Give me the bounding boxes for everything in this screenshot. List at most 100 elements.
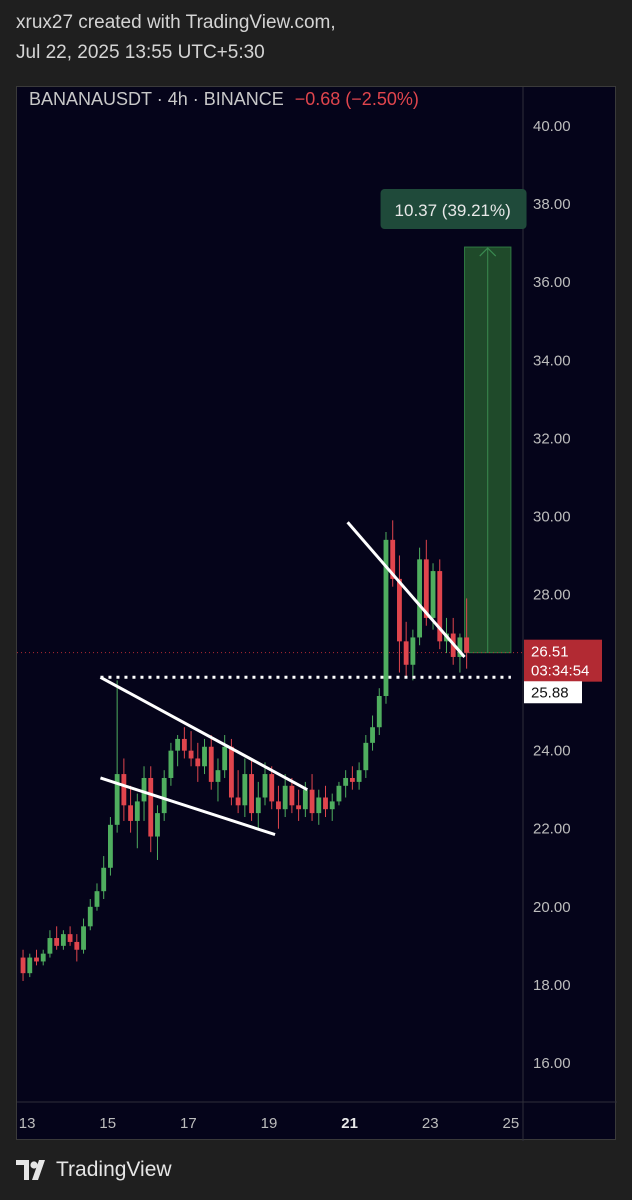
y-tick-label: 16.00 bbox=[533, 1055, 571, 1072]
y-tick-label: 38.00 bbox=[533, 196, 571, 213]
candle-body bbox=[423, 559, 429, 618]
x-tick-label: 19 bbox=[261, 1115, 278, 1132]
change-label: −0.68 (−2.50%) bbox=[294, 89, 419, 109]
y-tick-label: 32.00 bbox=[533, 430, 571, 447]
y-tick-label: 34.00 bbox=[533, 352, 571, 369]
candle-body bbox=[215, 770, 221, 782]
level-label: 25.88 bbox=[531, 684, 569, 701]
symbol-label: BANANAUSDT · 4h · BINANCE bbox=[29, 89, 284, 109]
candle-body bbox=[208, 746, 214, 782]
candle-body bbox=[255, 797, 261, 814]
candle-body bbox=[289, 785, 295, 806]
candle-body bbox=[323, 797, 328, 810]
flag-upper-line bbox=[99, 675, 309, 792]
target-arrow-head bbox=[479, 247, 497, 257]
candle-body bbox=[430, 571, 436, 618]
candle-body bbox=[242, 774, 248, 806]
flag-lower-line bbox=[99, 776, 276, 837]
candle-body bbox=[20, 957, 26, 974]
last-price-badge bbox=[524, 639, 602, 682]
y-tick-label: 20.00 bbox=[533, 899, 571, 916]
x-tick-label: 25 bbox=[503, 1115, 520, 1132]
candle-body bbox=[121, 774, 127, 806]
x-tick-label: 17 bbox=[180, 1115, 197, 1132]
candle-body bbox=[60, 934, 66, 946]
candle-body bbox=[390, 539, 396, 579]
x-tick-label: 15 bbox=[99, 1115, 116, 1132]
candle-body bbox=[222, 746, 228, 771]
candle-body bbox=[128, 805, 134, 821]
y-tick-label: 24.00 bbox=[533, 743, 571, 760]
y-tick-label: 36.00 bbox=[533, 274, 571, 291]
candle-body bbox=[349, 777, 355, 782]
candle-body bbox=[276, 801, 281, 810]
candle-body bbox=[464, 637, 470, 653]
candle-body bbox=[101, 867, 107, 892]
candle-body bbox=[155, 813, 160, 837]
y-tick-label: 22.00 bbox=[533, 821, 571, 838]
candle-body bbox=[235, 797, 241, 806]
candle-body bbox=[141, 777, 147, 802]
candle-body bbox=[403, 641, 409, 665]
candle-body bbox=[134, 801, 140, 821]
candle-body bbox=[457, 637, 463, 657]
y-tick-label: 40.00 bbox=[533, 118, 571, 135]
y-tick-label: 30.00 bbox=[533, 508, 571, 525]
candle-body bbox=[370, 727, 375, 743]
candle-body bbox=[437, 571, 443, 642]
candle-body bbox=[336, 785, 342, 802]
candle-body bbox=[356, 770, 362, 782]
candle-body bbox=[175, 738, 181, 751]
candle-body bbox=[329, 801, 335, 810]
chart-panel[interactable]: 16.0018.0020.0022.0024.0026.0028.0030.00… bbox=[16, 86, 617, 1141]
candle-body bbox=[161, 777, 167, 814]
header-date-line: Jul 22, 2025 13:55 UTC+5:30 bbox=[16, 42, 265, 63]
candle-body bbox=[383, 539, 389, 696]
target-label: 10.37 (39.21%) bbox=[395, 201, 511, 220]
candle-body bbox=[363, 742, 369, 771]
candle-body bbox=[296, 805, 302, 810]
flag2-upper-line bbox=[346, 521, 466, 658]
x-tick-label: 21 bbox=[341, 1115, 358, 1132]
candle-body bbox=[249, 774, 254, 814]
candle-body bbox=[417, 559, 423, 638]
candle-body bbox=[195, 758, 201, 767]
candle-body bbox=[269, 774, 275, 802]
footer-brand-label: TradingView bbox=[56, 1158, 172, 1181]
header-author-line: xrux27 created with TradingView.com, bbox=[16, 12, 336, 33]
candle-body bbox=[202, 746, 207, 767]
footer-brand[interactable]: TradingView bbox=[16, 1158, 172, 1182]
candle-body bbox=[188, 750, 194, 759]
candle-body bbox=[181, 738, 187, 751]
candle-body bbox=[262, 774, 268, 798]
chart-legend: BANANAUSDT · 4h · BINANCE −0.68 (−2.50%) bbox=[29, 89, 419, 110]
candle-body bbox=[108, 824, 113, 868]
candlestick-chart[interactable]: 16.0018.0020.0022.0024.0026.0028.0030.00… bbox=[17, 87, 617, 1141]
candle-body bbox=[168, 750, 174, 778]
candle-body bbox=[34, 957, 39, 962]
candle-body bbox=[87, 906, 93, 927]
x-tick-label: 23 bbox=[422, 1115, 439, 1132]
candle-body bbox=[282, 785, 288, 810]
candle-body bbox=[54, 938, 60, 946]
candle-body bbox=[81, 926, 86, 950]
candle-body bbox=[67, 934, 73, 942]
target-label-box bbox=[380, 189, 527, 230]
level-badge bbox=[524, 681, 582, 704]
x-tick-label: 13 bbox=[19, 1115, 36, 1132]
tradingview-logo-icon bbox=[16, 1160, 45, 1180]
countdown-label: 03:34:54 bbox=[531, 663, 589, 680]
candle-body bbox=[74, 941, 80, 950]
candle-body bbox=[397, 578, 402, 642]
candle-body bbox=[27, 957, 33, 974]
candle-body bbox=[114, 774, 120, 825]
y-tick-label: 28.00 bbox=[533, 587, 571, 604]
candle-body bbox=[40, 953, 46, 962]
last-price-label: 26.51 bbox=[531, 644, 569, 661]
candle-body bbox=[47, 938, 53, 954]
candle-body bbox=[376, 696, 382, 728]
candle-body bbox=[228, 746, 234, 798]
candle-body bbox=[94, 891, 100, 907]
candle-body bbox=[316, 797, 322, 814]
candle-body bbox=[309, 789, 315, 814]
